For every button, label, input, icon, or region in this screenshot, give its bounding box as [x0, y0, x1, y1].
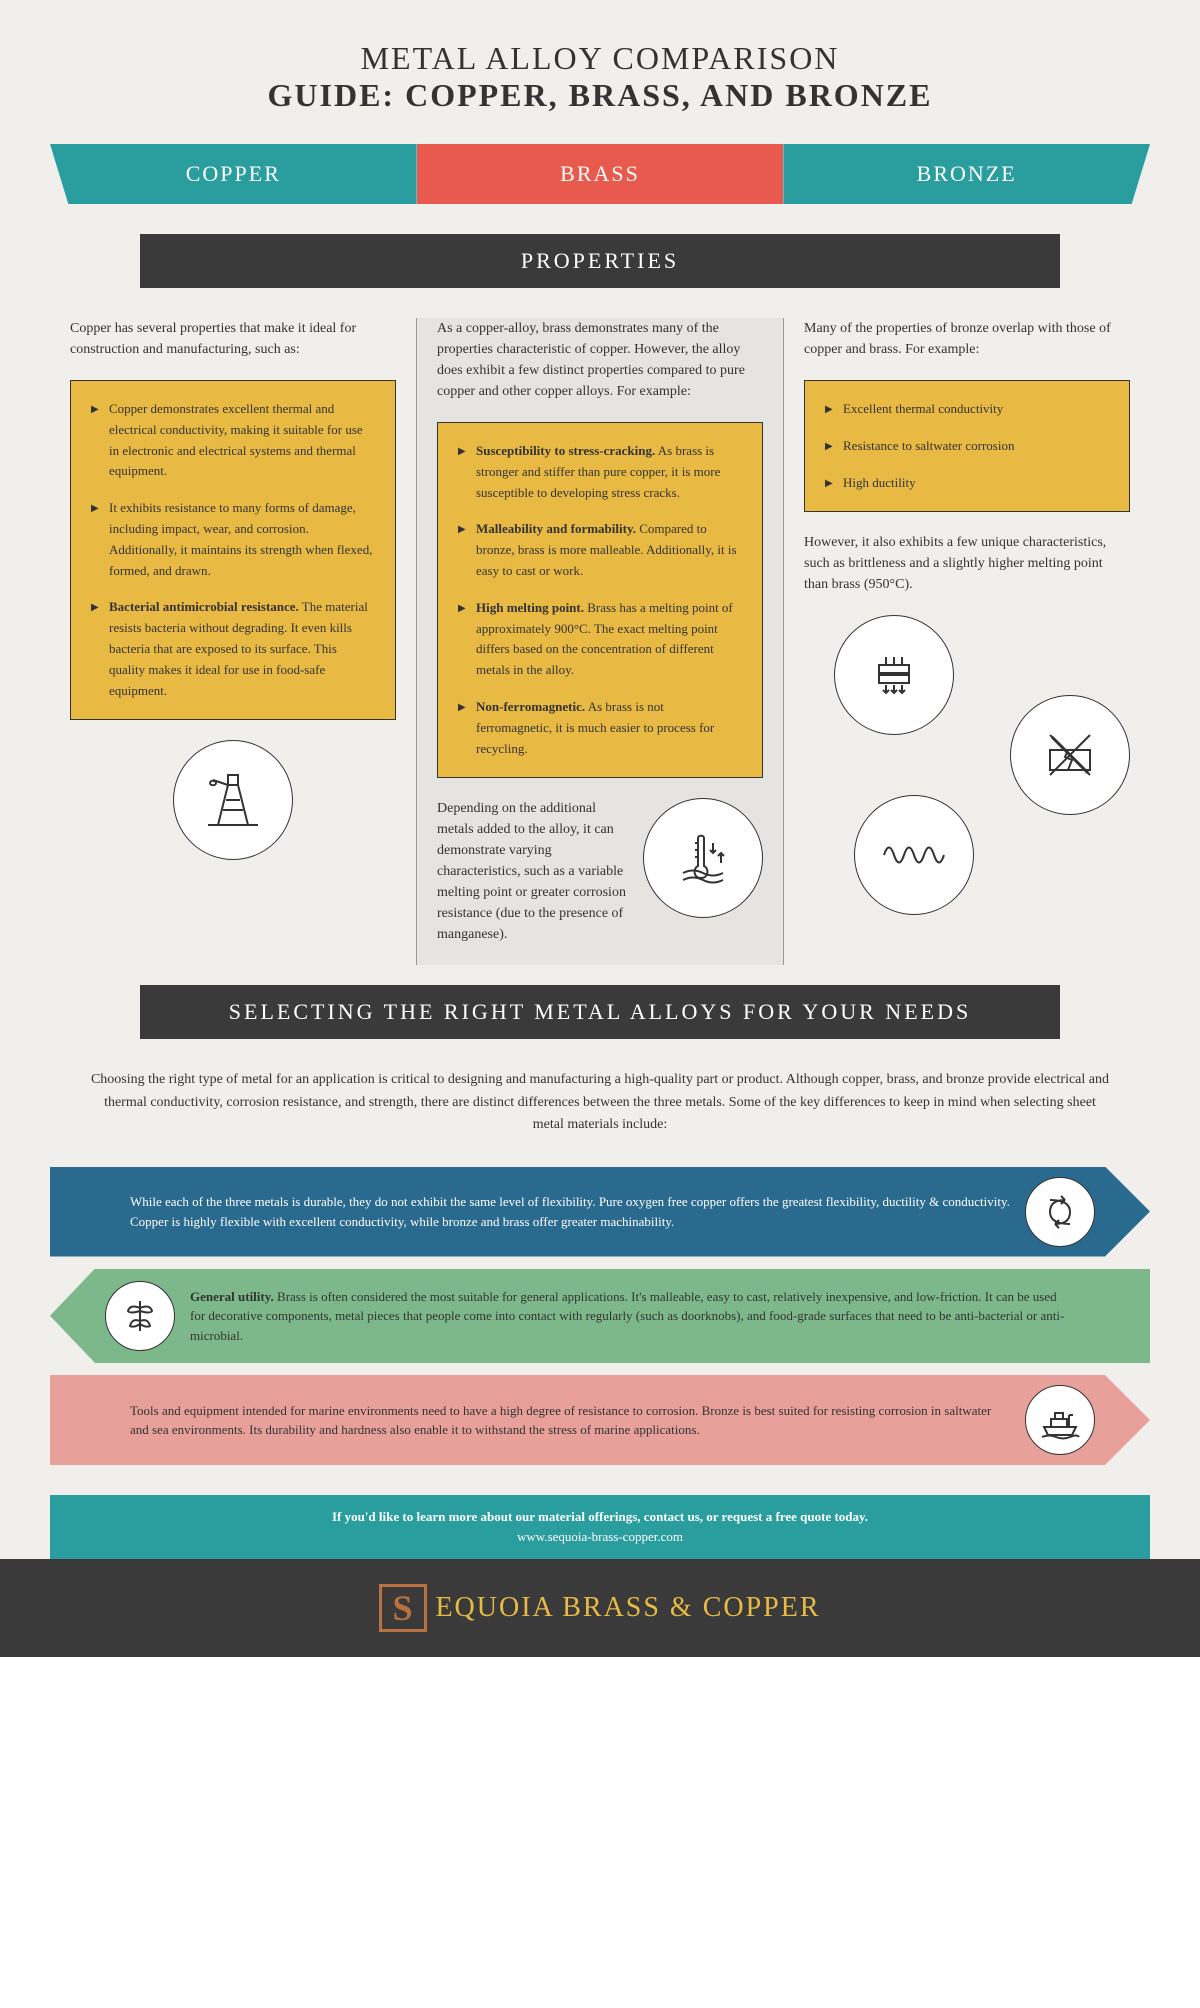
copper-bullet: Bacterial antimicrobial resistance. The …	[91, 597, 375, 701]
selecting-header: SELECTING THE RIGHT METAL ALLOYS FOR YOU…	[140, 985, 1060, 1039]
properties-columns: Copper has several properties that make …	[50, 318, 1150, 965]
cta-bar: If you'd like to learn more about our ma…	[50, 1495, 1150, 1559]
crack-icon	[1010, 695, 1130, 815]
bronze-intro: Many of the properties of bronze overlap…	[804, 318, 1130, 360]
coil-icon	[854, 795, 974, 915]
tab-copper: COPPER	[50, 144, 417, 204]
brass-outro: Depending on the additional metals added…	[437, 798, 628, 945]
selecting-intro: Choosing the right type of metal for an …	[90, 1069, 1110, 1136]
cta-url: www.sequoia-brass-copper.com	[64, 1529, 1136, 1545]
logo: S EQUOIA BRASS & COPPER	[379, 1584, 820, 1632]
band-text: Tools and equipment intended for marine …	[130, 1403, 991, 1438]
brass-intro: As a copper-alloy, brass demonstrates ma…	[437, 318, 763, 402]
tab-brass: BRASS	[417, 144, 784, 204]
oil-rig-icon	[173, 740, 293, 860]
band-flexibility: While each of the three metals is durabl…	[50, 1167, 1150, 1257]
layers-icon	[834, 615, 954, 735]
properties-header: PROPERTIES	[140, 234, 1060, 288]
bronze-icon-group	[804, 615, 1130, 915]
title-line1: METAL ALLOY COMPARISON	[50, 40, 1150, 77]
decorative-icon	[105, 1281, 175, 1351]
band-text: While each of the three metals is durabl…	[130, 1194, 1010, 1229]
band-marine: Tools and equipment intended for marine …	[50, 1375, 1150, 1465]
copper-bullet: It exhibits resistance to many forms of …	[91, 498, 375, 581]
title-bold: COPPER, BRASS, AND BRONZE	[405, 77, 932, 113]
brass-box: Susceptibility to stress-cracking. As br…	[437, 422, 763, 778]
brass-bullet: Malleability and formability. Compared t…	[458, 519, 742, 581]
brass-bullet: Susceptibility to stress-cracking. As br…	[458, 441, 742, 503]
footer: S EQUOIA BRASS & COPPER	[0, 1559, 1200, 1657]
brass-column: As a copper-alloy, brass demonstrates ma…	[416, 318, 784, 965]
bronze-bullet: Excellent thermal conductivity	[825, 399, 1109, 420]
thermometer-icon	[643, 798, 763, 918]
brass-bullet: High melting point. Brass has a melting …	[458, 598, 742, 681]
bronze-box: Excellent thermal conductivity Resistanc…	[804, 380, 1130, 512]
brass-bullet: Non-ferromagnetic. As brass is not ferro…	[458, 697, 742, 759]
bronze-bullet: Resistance to saltwater corrosion	[825, 436, 1109, 457]
copper-bullet: Copper demonstrates excellent thermal an…	[91, 399, 375, 482]
ship-icon	[1025, 1385, 1095, 1455]
tabs-row: COPPER BRASS BRONZE	[50, 144, 1150, 204]
title-prefix: GUIDE:	[268, 77, 406, 113]
band-utility: General utility. Brass is often consider…	[50, 1269, 1150, 1364]
copper-intro: Copper has several properties that make …	[70, 318, 396, 360]
copper-column: Copper has several properties that make …	[50, 318, 416, 965]
tab-bronze: BRONZE	[783, 144, 1150, 204]
cta-text: If you'd like to learn more about our ma…	[64, 1509, 1136, 1525]
logo-text: EQUOIA BRASS & COPPER	[435, 1592, 820, 1624]
bronze-column: Many of the properties of bronze overlap…	[784, 318, 1150, 965]
band-text: Brass is often considered the most suita…	[190, 1289, 1064, 1343]
bronze-bullet: High ductility	[825, 473, 1109, 494]
bronze-outro: However, it also exhibits a few unique c…	[804, 532, 1130, 595]
logo-mark: S	[379, 1584, 427, 1632]
flexibility-icon	[1025, 1177, 1095, 1247]
copper-box: Copper demonstrates excellent thermal an…	[70, 380, 396, 720]
title-line2: GUIDE: COPPER, BRASS, AND BRONZE	[50, 77, 1150, 114]
